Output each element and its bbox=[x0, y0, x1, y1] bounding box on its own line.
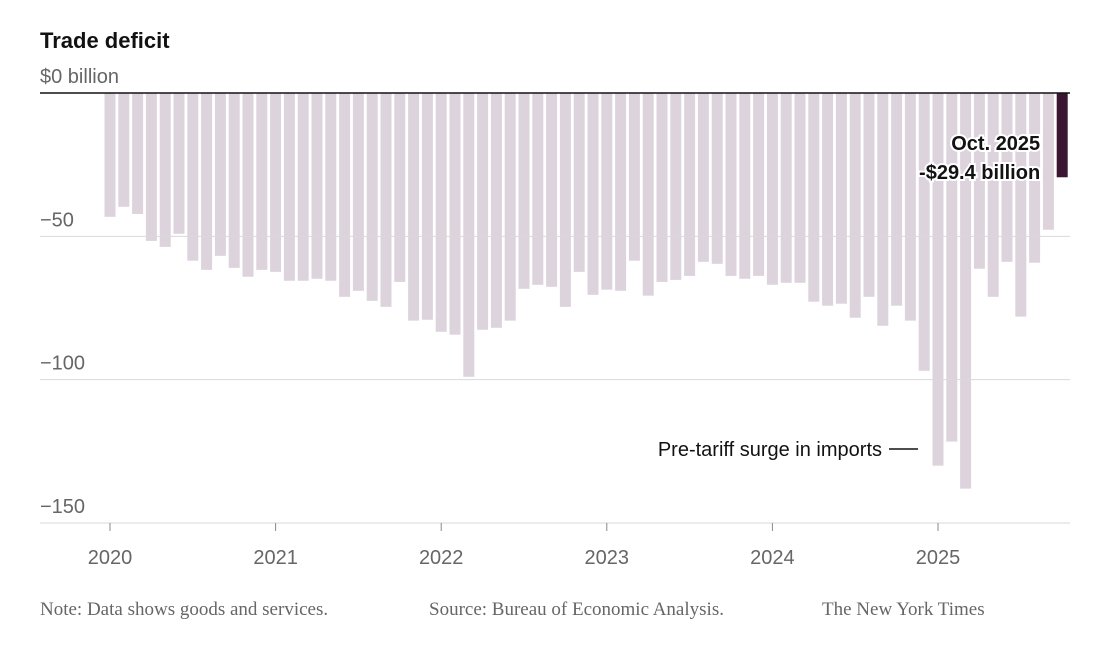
x-tick-label: 2022 bbox=[419, 547, 464, 569]
bar bbox=[435, 93, 447, 332]
x-tick-label: 2021 bbox=[253, 547, 298, 569]
bar bbox=[421, 93, 433, 320]
bar bbox=[311, 93, 323, 279]
bar bbox=[808, 93, 820, 302]
value-label: -$29.4 billion bbox=[919, 162, 1040, 184]
bar bbox=[960, 93, 972, 489]
bar bbox=[1001, 93, 1013, 262]
y-tick-label: −100 bbox=[40, 353, 85, 375]
bar bbox=[1029, 93, 1041, 263]
bar bbox=[283, 93, 295, 281]
bar bbox=[973, 93, 985, 269]
bar bbox=[628, 93, 640, 261]
bar bbox=[477, 93, 489, 330]
bar bbox=[559, 93, 571, 307]
bar bbox=[228, 93, 240, 268]
bar bbox=[766, 93, 778, 285]
bar bbox=[753, 93, 765, 276]
x-tick-label: 2025 bbox=[916, 547, 961, 569]
bar bbox=[987, 93, 999, 297]
bar bbox=[242, 93, 254, 277]
bar bbox=[463, 93, 475, 377]
bar bbox=[380, 93, 392, 307]
bar bbox=[794, 93, 806, 283]
bar bbox=[573, 93, 585, 272]
bar bbox=[546, 93, 558, 287]
credit: The New York Times bbox=[822, 599, 985, 620]
bar bbox=[1015, 93, 1027, 317]
bar bbox=[352, 93, 364, 291]
bar bbox=[697, 93, 709, 262]
bar bbox=[725, 93, 737, 276]
bar bbox=[822, 93, 834, 306]
bar bbox=[339, 93, 351, 297]
chart-title: Trade deficit bbox=[40, 28, 170, 53]
bar bbox=[394, 93, 406, 282]
value-label-title: Oct. 2025 bbox=[951, 133, 1040, 155]
bar bbox=[1056, 93, 1068, 178]
bar bbox=[835, 93, 847, 304]
bar bbox=[932, 93, 944, 466]
y-tick-label: −50 bbox=[40, 209, 74, 231]
annotation: Pre-tariff surge in imports bbox=[658, 439, 882, 461]
x-tick-label: 2024 bbox=[750, 547, 795, 569]
bar bbox=[490, 93, 502, 328]
bar bbox=[849, 93, 861, 318]
bar bbox=[877, 93, 889, 326]
y-tick-label: −150 bbox=[40, 496, 85, 518]
x-tick-label: 2023 bbox=[585, 547, 630, 569]
x-tick-label: 2020 bbox=[88, 547, 133, 569]
bar bbox=[187, 93, 199, 261]
bar bbox=[449, 93, 461, 335]
bar bbox=[132, 93, 144, 214]
bar bbox=[1042, 93, 1054, 230]
bar bbox=[145, 93, 157, 241]
y-tick-label: $0 billion bbox=[40, 66, 119, 88]
bar bbox=[891, 93, 903, 306]
bar bbox=[670, 93, 682, 280]
bar bbox=[408, 93, 420, 321]
bar bbox=[904, 93, 916, 321]
bar bbox=[297, 93, 309, 281]
bar bbox=[780, 93, 792, 283]
bar bbox=[518, 93, 530, 289]
bar bbox=[118, 93, 130, 207]
note: Note: Data shows goods and services. bbox=[40, 599, 328, 620]
bar bbox=[863, 93, 875, 297]
bar bbox=[739, 93, 751, 279]
bar bbox=[946, 93, 958, 442]
bar bbox=[366, 93, 378, 301]
bar bbox=[642, 93, 654, 296]
bar bbox=[104, 93, 116, 217]
bar bbox=[684, 93, 696, 276]
bar bbox=[532, 93, 544, 285]
bar bbox=[214, 93, 226, 256]
bar bbox=[256, 93, 268, 270]
bar bbox=[270, 93, 282, 272]
bar bbox=[201, 93, 213, 270]
bar bbox=[325, 93, 337, 281]
bar bbox=[504, 93, 516, 321]
bar bbox=[159, 93, 171, 247]
bar bbox=[173, 93, 185, 234]
bar bbox=[601, 93, 613, 290]
bar bbox=[587, 93, 599, 295]
bar bbox=[918, 93, 930, 371]
bar bbox=[656, 93, 668, 282]
bar bbox=[711, 93, 723, 264]
source: Source: Bureau of Economic Analysis. bbox=[429, 599, 724, 620]
bar bbox=[615, 93, 627, 291]
